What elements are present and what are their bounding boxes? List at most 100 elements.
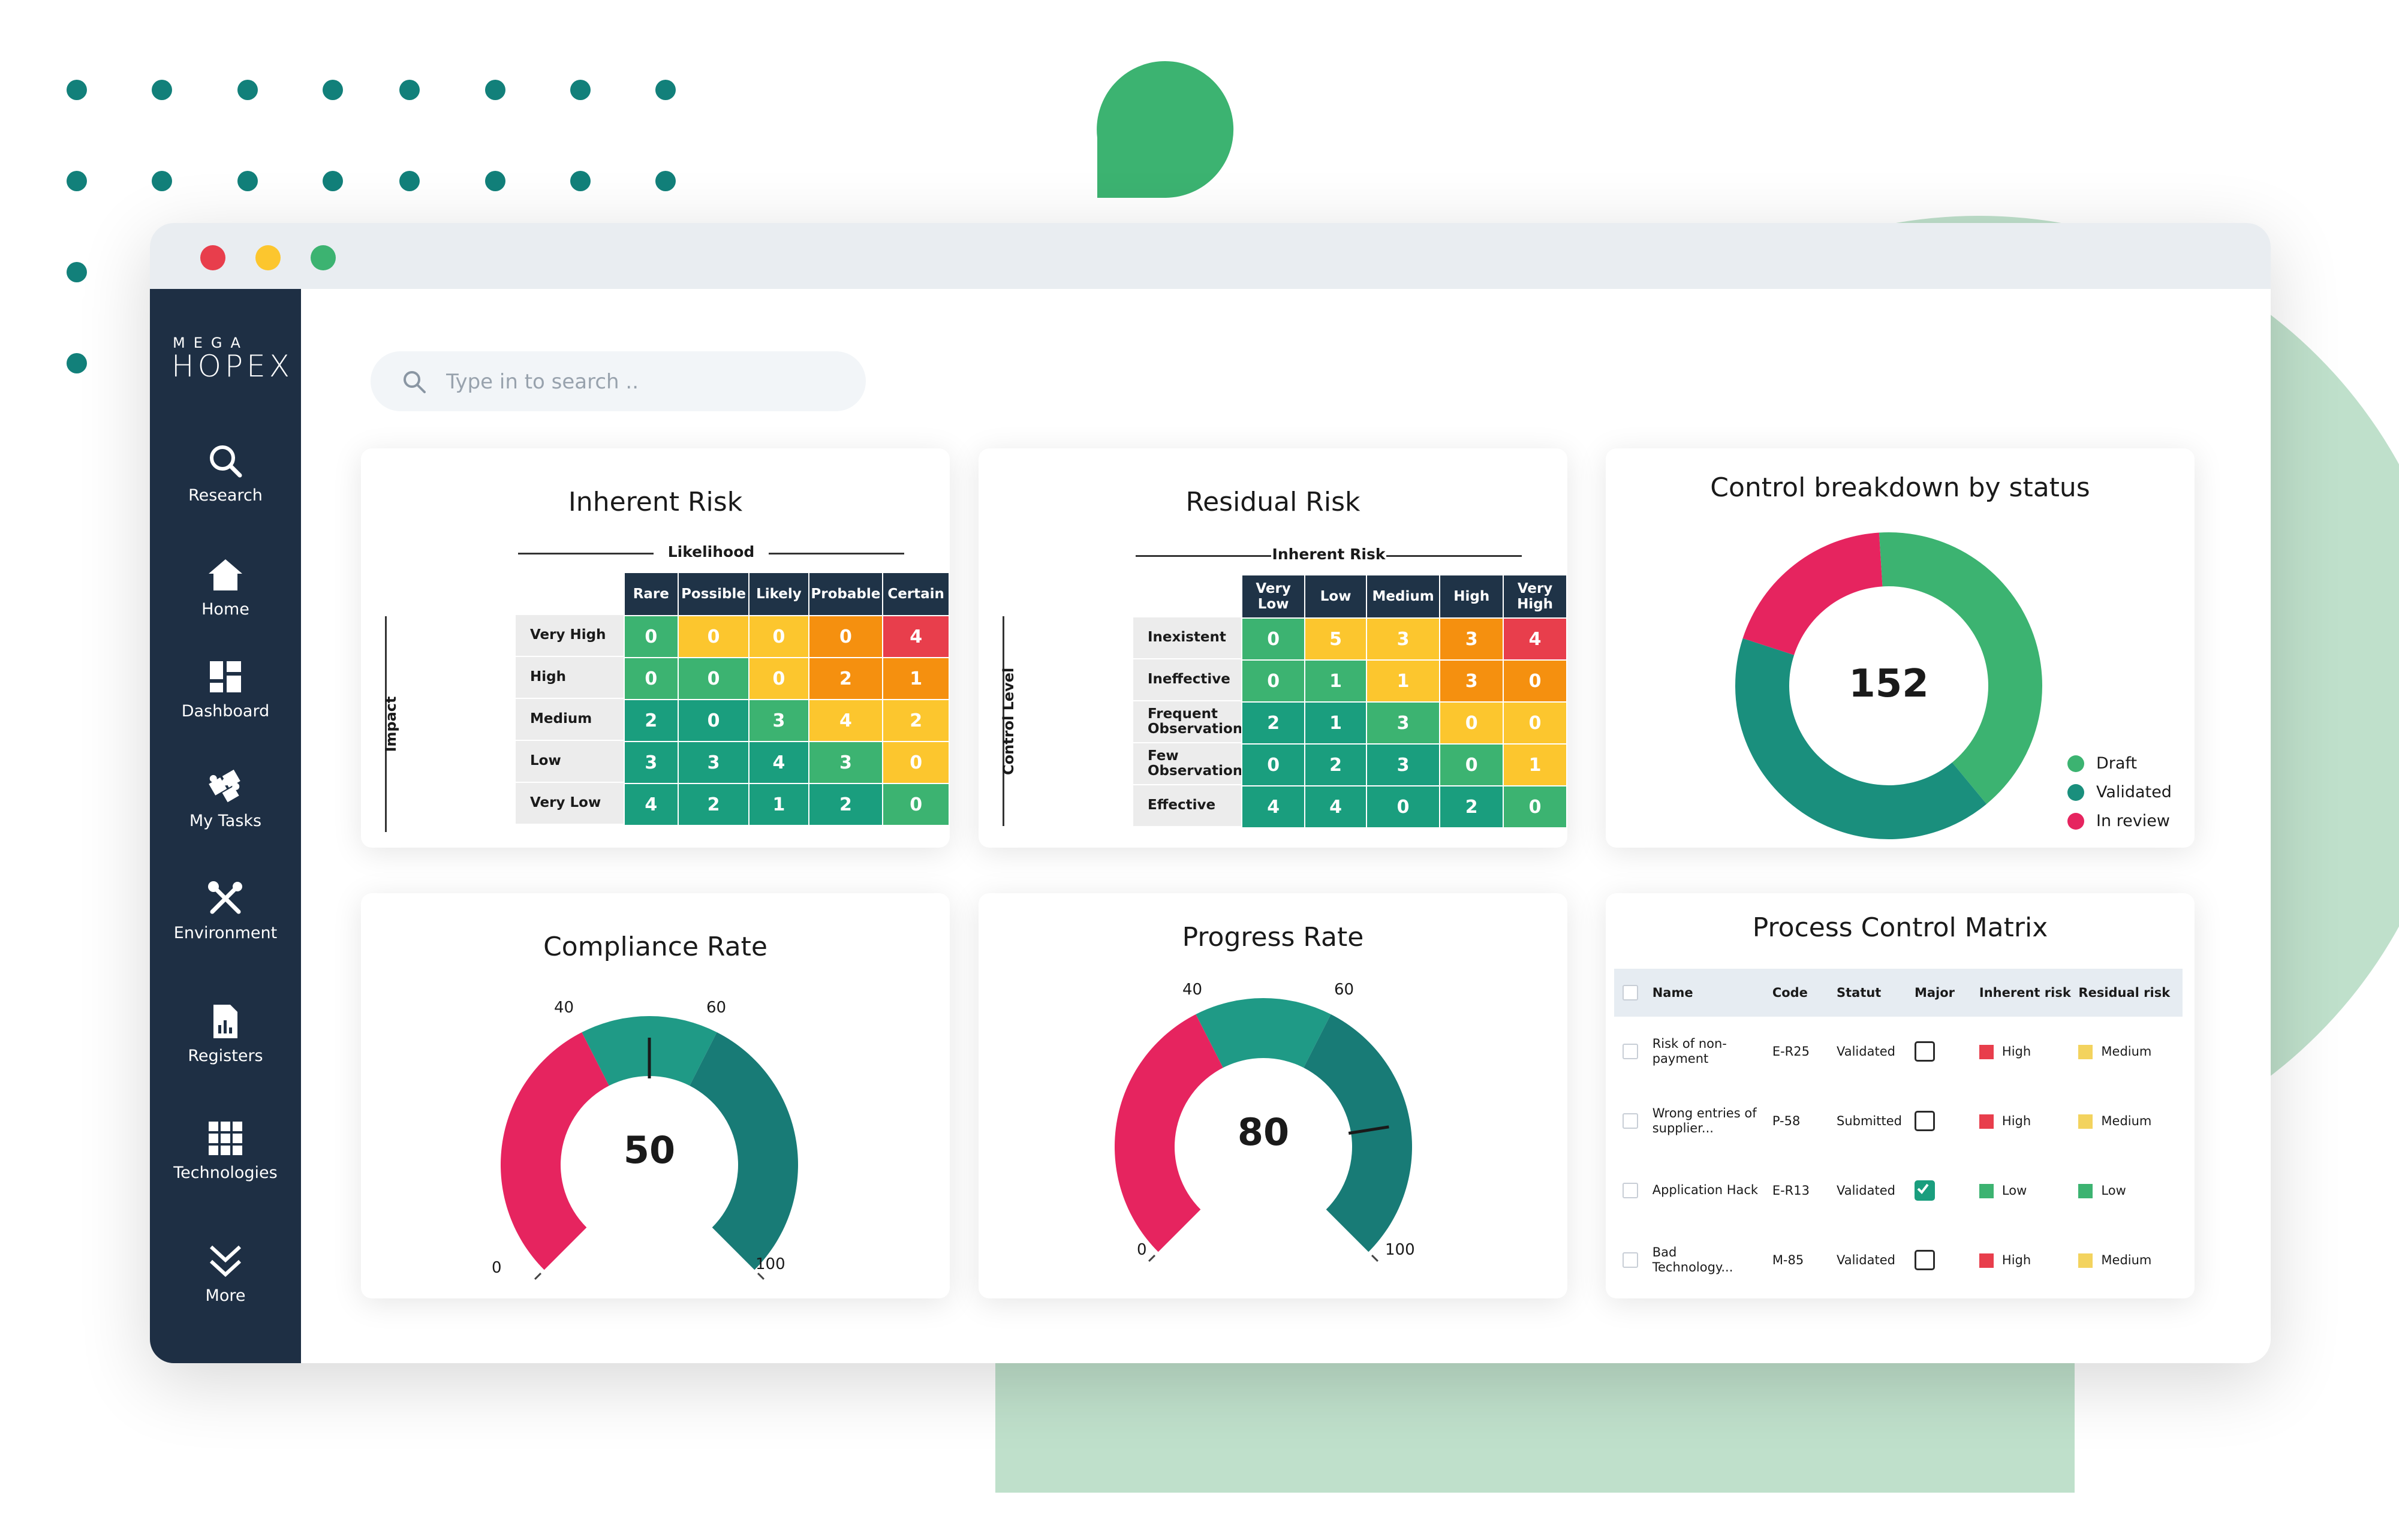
legend-item[interactable]: Draft: [2067, 754, 2137, 773]
row-checkbox[interactable]: [1623, 1113, 1638, 1129]
matrix-row-label: Low: [516, 741, 624, 782]
major-checkbox[interactable]: [1914, 1111, 1935, 1131]
gauge-tick-label: 0: [1137, 1241, 1147, 1259]
matrix-cell[interactable]: 3: [748, 699, 809, 742]
matrix-cell[interactable]: 1: [1304, 659, 1367, 703]
matrix-cell[interactable]: 0: [882, 783, 950, 826]
matrix-cell[interactable]: 0: [1503, 701, 1567, 745]
matrix-cell[interactable]: 0: [1241, 617, 1306, 661]
matrix-cell[interactable]: 1: [1365, 659, 1441, 703]
column-header[interactable]: Statut: [1835, 969, 1914, 1017]
matrix-cell[interactable]: 0: [748, 615, 809, 658]
donut-slice-validated[interactable]: [1735, 638, 1987, 839]
major-checkbox[interactable]: [1914, 1041, 1935, 1062]
sidebar-item-more[interactable]: More: [150, 1242, 301, 1305]
matrix-cell[interactable]: 0: [677, 657, 750, 700]
table-row[interactable]: Risk of non-payment E-R25 Validated High Med…: [1614, 1017, 2183, 1086]
search-input[interactable]: [445, 351, 843, 412]
donut-slice-in-review[interactable]: [1742, 532, 1883, 655]
row-name: Application Hack: [1652, 1183, 1759, 1198]
matrix-cell[interactable]: 0: [677, 699, 750, 742]
column-header[interactable]: Code: [1771, 969, 1836, 1017]
matrix-cell[interactable]: 2: [677, 783, 750, 826]
matrix-cell[interactable]: 4: [882, 615, 950, 658]
matrix-cell[interactable]: 4: [624, 783, 679, 826]
matrix-cell[interactable]: 2: [882, 699, 950, 742]
gauge-band: [1196, 998, 1331, 1068]
matrix-cell[interactable]: 2: [1304, 743, 1367, 786]
close-window-button[interactable]: [200, 245, 225, 270]
donut-slice-draft[interactable]: [1879, 532, 2042, 804]
row-checkbox[interactable]: [1623, 1183, 1638, 1198]
matrix-cell[interactable]: 1: [1503, 743, 1567, 786]
sidebar-item-my-tasks[interactable]: My Tasks: [150, 763, 301, 830]
home-icon: [209, 559, 242, 590]
sidebar-item-technologies[interactable]: Technologies: [150, 1119, 301, 1182]
matrix-cell[interactable]: 0: [1503, 785, 1567, 828]
sidebar-item-registers[interactable]: Registers: [150, 1002, 301, 1065]
maximize-window-button[interactable]: [311, 245, 336, 270]
matrix-cell[interactable]: 1: [1304, 701, 1367, 745]
matrix-cell[interactable]: 2: [624, 699, 679, 742]
column-header[interactable]: Inherent risk: [1978, 969, 2078, 1017]
legend-item[interactable]: Validated: [2067, 783, 2172, 801]
matrix-cell[interactable]: 3: [1365, 701, 1441, 745]
matrix-cell[interactable]: 0: [1365, 785, 1441, 828]
matrix-cell[interactable]: 3: [624, 741, 679, 784]
sidebar-item-dashboard[interactable]: Dashboard: [150, 658, 301, 721]
matrix-cell[interactable]: 3: [677, 741, 750, 784]
column-header[interactable]: Name: [1651, 969, 1772, 1017]
major-checkbox[interactable]: [1914, 1180, 1935, 1201]
matrix-cell[interactable]: 3: [1439, 617, 1504, 661]
matrix-cell[interactable]: 2: [1241, 701, 1306, 745]
sidebar-item-label: Research: [188, 486, 263, 505]
matrix-cell[interactable]: 0: [808, 615, 884, 658]
major-checkbox[interactable]: [1914, 1250, 1935, 1270]
sidebar-item-home[interactable]: Home: [150, 556, 301, 619]
column-header[interactable]: Major: [1913, 969, 1979, 1017]
residual-risk-value: Low: [2101, 1183, 2126, 1198]
matrix-cell[interactable]: 0: [1439, 743, 1504, 786]
matrix-cell[interactable]: 2: [808, 657, 884, 700]
matrix-cell[interactable]: 0: [748, 657, 809, 700]
sidebar-item-research[interactable]: Research: [150, 442, 301, 505]
matrix-cell[interactable]: 4: [1503, 617, 1567, 661]
inherent-risk-value: High: [2001, 1252, 2031, 1267]
row-checkbox[interactable]: [1623, 1044, 1638, 1059]
matrix-cell[interactable]: 0: [624, 657, 679, 700]
matrix-cell[interactable]: 0: [1241, 659, 1306, 703]
select-all-checkbox[interactable]: [1623, 985, 1638, 1000]
table-row[interactable]: Wrong entries of supplier... P-58 Submitte…: [1614, 1086, 2183, 1156]
matrix-cell[interactable]: 1: [882, 657, 950, 700]
matrix-cell[interactable]: 4: [808, 699, 884, 742]
matrix-cell[interactable]: 3: [808, 741, 884, 784]
decor-dot: [67, 262, 87, 282]
matrix-cell[interactable]: 5: [1304, 617, 1367, 661]
table-row[interactable]: Application Hack E-R13 Validated Low Low: [1614, 1156, 2183, 1225]
matrix-cell[interactable]: 3: [1439, 659, 1504, 703]
matrix-cell[interactable]: 2: [808, 783, 884, 826]
sidebar-item-environment[interactable]: Environment: [150, 879, 301, 942]
matrix-cell[interactable]: 0: [1241, 743, 1306, 786]
minimize-window-button[interactable]: [255, 245, 281, 270]
matrix-column-header: Probable: [808, 572, 884, 616]
matrix-cell[interactable]: 1: [748, 783, 809, 826]
green-leaf-shape: [1097, 61, 1234, 198]
matrix-cell[interactable]: 0: [624, 615, 679, 658]
matrix-cell[interactable]: 3: [1365, 743, 1441, 786]
matrix-cell[interactable]: 0: [882, 741, 950, 784]
legend-item[interactable]: In review: [2067, 812, 2170, 830]
row-checkbox[interactable]: [1623, 1252, 1638, 1268]
matrix-cell[interactable]: 0: [677, 615, 750, 658]
matrix-cell[interactable]: 2: [1439, 785, 1504, 828]
matrix-cell[interactable]: 0: [1439, 701, 1504, 745]
matrix-cell[interactable]: 4: [748, 741, 809, 784]
matrix-cell[interactable]: 4: [1304, 785, 1367, 828]
table-row[interactable]: Bad Technology... M-85 Validated High Medium: [1614, 1225, 2183, 1295]
matrix-cell[interactable]: 3: [1365, 617, 1441, 661]
legend-swatch: [2067, 812, 2084, 830]
matrix-cell[interactable]: 4: [1241, 785, 1306, 828]
column-header[interactable]: Residual risk: [2078, 969, 2183, 1017]
process-control-matrix-card: Process Control Matrix Name Code Statut …: [1606, 893, 2195, 1298]
matrix-cell[interactable]: 0: [1503, 659, 1567, 703]
